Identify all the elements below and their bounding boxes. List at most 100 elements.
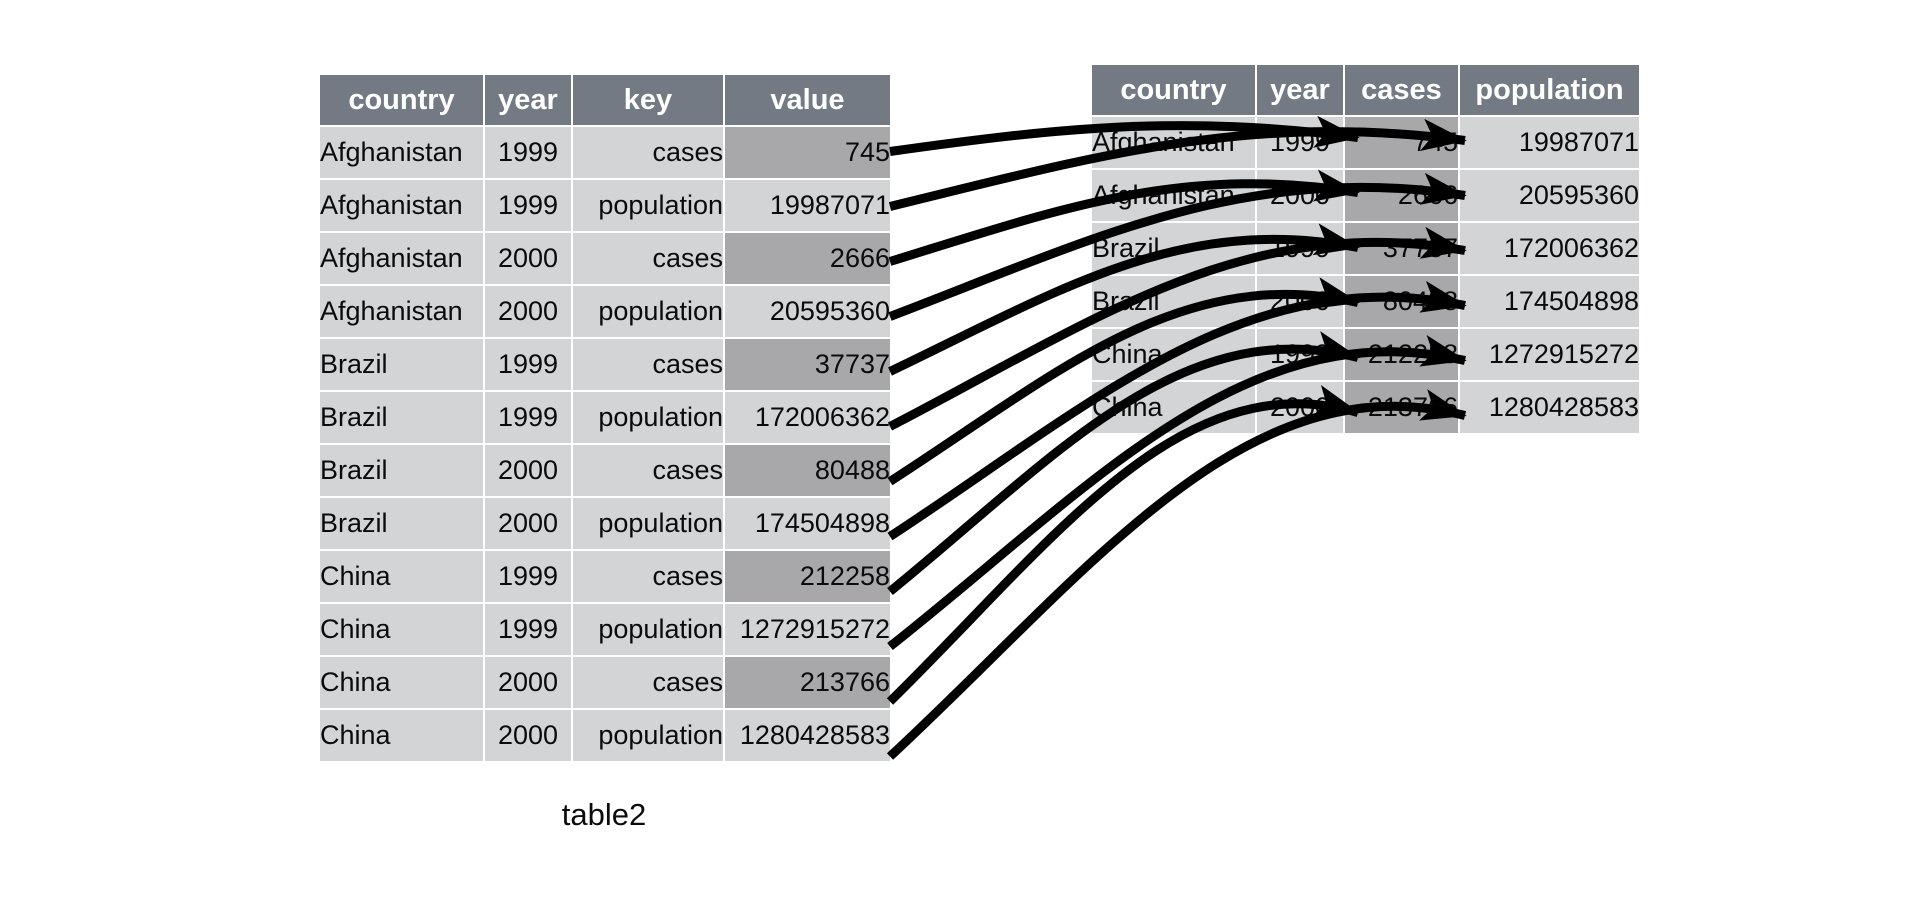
table-row: China 1999 212258 1272915272 <box>1090 327 1641 382</box>
cell-year: 1999 <box>1255 327 1345 382</box>
cell-value: 212258 <box>723 549 892 604</box>
cell-key: cases <box>571 125 725 180</box>
cell-year: 2000 <box>483 496 573 551</box>
table-row: Afghanistan 1999 population 19987071 <box>318 178 892 233</box>
cell-cases: 213766 <box>1343 380 1460 435</box>
table-row: Brazil 2000 cases 80488 <box>318 443 892 498</box>
cell-value: 745 <box>723 125 892 180</box>
cell-value: 174504898 <box>723 496 892 551</box>
table-row: Afghanistan 2000 cases 2666 <box>318 231 892 286</box>
table2-caption: table2 <box>561 797 647 832</box>
cell-key: cases <box>571 231 725 286</box>
cell-value: 19987071 <box>723 178 892 233</box>
table-row: China 1999 population 1272915272 <box>318 602 892 657</box>
table-row: China 1999 cases 212258 <box>318 549 892 604</box>
cell-year: 2000 <box>1255 168 1345 223</box>
cell-population: 1272915272 <box>1458 327 1641 382</box>
cell-country: Afghanistan <box>318 178 485 233</box>
cell-key: cases <box>571 443 725 498</box>
cell-country: Brazil <box>1090 274 1257 329</box>
cell-country: China <box>318 708 485 763</box>
cell-country: Brazil <box>318 496 485 551</box>
table-row: Afghanistan 2000 population 20595360 <box>318 284 892 339</box>
table-header-row: country year key value <box>318 73 892 127</box>
cell-year: 2000 <box>483 284 573 339</box>
table-row: Brazil 1999 cases 37737 <box>318 337 892 392</box>
table-header-row: country year cases population <box>1090 63 1641 117</box>
table-row: Afghanistan 2000 2666 20595360 <box>1090 168 1641 223</box>
wide-result-table: country year cases population Afghanistan 19… <box>1090 63 1641 435</box>
cell-year: 1999 <box>483 602 573 657</box>
value-arrow-10-to-cases <box>886 385 1360 705</box>
table-row: China 2000 213766 1280428583 <box>1090 380 1641 435</box>
table2-long-table: country year key value Afghanistan 1999 cases… <box>318 73 892 763</box>
cell-country: Afghanistan <box>1090 168 1257 223</box>
cell-population: 1280428583 <box>1458 380 1641 435</box>
cell-country: Brazil <box>318 390 485 445</box>
cell-year: 2000 <box>483 231 573 286</box>
cell-key: population <box>571 284 725 339</box>
cell-country: China <box>1090 380 1257 435</box>
cell-country: Afghanistan <box>1090 115 1257 170</box>
cell-value: 1272915272 <box>723 602 892 657</box>
cell-cases: 2666 <box>1343 168 1460 223</box>
cell-value: 213766 <box>723 655 892 710</box>
cell-year: 1999 <box>483 337 573 392</box>
column-header-value: value <box>723 73 892 127</box>
cell-key: cases <box>571 337 725 392</box>
cell-year: 2000 <box>483 655 573 710</box>
cell-country: Afghanistan <box>318 284 485 339</box>
cell-country: Brazil <box>318 337 485 392</box>
cell-country: Afghanistan <box>318 231 485 286</box>
cell-year: 1999 <box>483 125 573 180</box>
column-header-cases: cases <box>1343 63 1460 117</box>
column-header-year: year <box>483 73 573 127</box>
cell-country: Brazil <box>1090 221 1257 276</box>
cell-key: population <box>571 602 725 657</box>
table-row: Brazil 2000 population 174504898 <box>318 496 892 551</box>
cell-country: China <box>318 655 485 710</box>
table-row: China 2000 cases 213766 <box>318 655 892 710</box>
cell-population: 174504898 <box>1458 274 1641 329</box>
cell-population: 19987071 <box>1458 115 1641 170</box>
cell-country: China <box>318 602 485 657</box>
cell-value: 20595360 <box>723 284 892 339</box>
cell-value: 80488 <box>723 443 892 498</box>
table-row: Brazil 1999 population 172006362 <box>318 390 892 445</box>
column-header-country: country <box>318 73 485 127</box>
column-header-population: population <box>1458 63 1641 117</box>
cell-key: population <box>571 390 725 445</box>
cell-population: 172006362 <box>1458 221 1641 276</box>
cell-country: China <box>318 549 485 604</box>
cell-year: 1999 <box>483 178 573 233</box>
cell-key: population <box>571 178 725 233</box>
cell-value: 1280428583 <box>723 708 892 763</box>
cell-year: 2000 <box>483 708 573 763</box>
cell-value: 172006362 <box>723 390 892 445</box>
table-row: China 2000 population 1280428583 <box>318 708 892 763</box>
cell-key: cases <box>571 549 725 604</box>
cell-year: 2000 <box>483 443 573 498</box>
cell-year: 1999 <box>483 549 573 604</box>
cell-country: Afghanistan <box>318 125 485 180</box>
cell-cases: 745 <box>1343 115 1460 170</box>
cell-year: 2000 <box>1255 380 1345 435</box>
cell-year: 2000 <box>1255 274 1345 329</box>
cell-key: population <box>571 708 725 763</box>
table-row: Afghanistan 1999 cases 745 <box>318 125 892 180</box>
cell-key: cases <box>571 655 725 710</box>
cell-cases: 80488 <box>1343 274 1460 329</box>
cell-population: 20595360 <box>1458 168 1641 223</box>
table-row: Afghanistan 1999 745 19987071 <box>1090 115 1641 170</box>
column-header-key: key <box>571 73 725 127</box>
cell-year: 1999 <box>1255 221 1345 276</box>
cell-cases: 212258 <box>1343 327 1460 382</box>
cell-country: China <box>1090 327 1257 382</box>
table-row: Brazil 2000 80488 174504898 <box>1090 274 1641 329</box>
cell-year: 1999 <box>483 390 573 445</box>
cell-year: 1999 <box>1255 115 1345 170</box>
column-header-year: year <box>1255 63 1345 117</box>
column-header-country: country <box>1090 63 1257 117</box>
value-arrow-11-to-population <box>886 389 1467 760</box>
